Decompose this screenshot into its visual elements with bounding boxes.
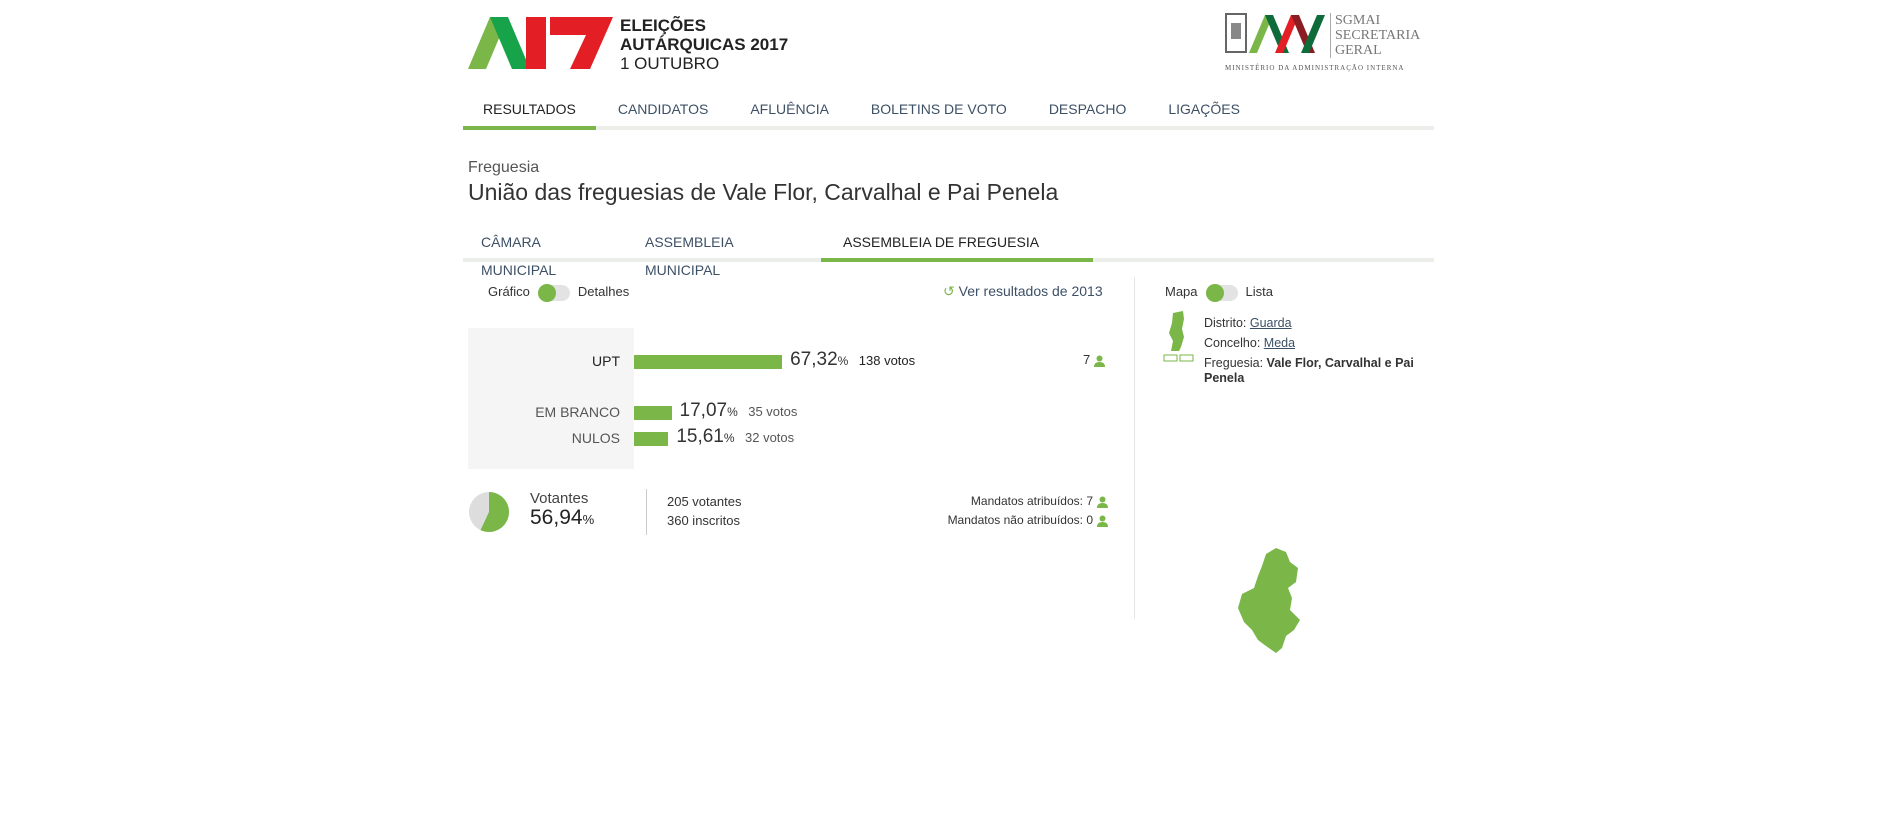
voters-count: 205 votantes (667, 494, 742, 509)
pct-symbol: % (723, 431, 735, 445)
logo-line: AUTÁRQUICAS 2017 (620, 35, 789, 54)
seats-assigned: Mandatos atribuídos: 7 (948, 492, 1108, 511)
result-pct: 67,32 (790, 349, 838, 370)
turnout-label: Votantes (530, 490, 589, 507)
party-name: EM BRANCO (535, 404, 620, 420)
party-name: UPT (592, 353, 620, 369)
party-name: NULOS (571, 430, 620, 446)
nav-ligacoes[interactable]: LIGAÇÕES (1168, 101, 1240, 117)
turnout-pie (468, 491, 510, 538)
logo-line: 1 OUTUBRO (620, 54, 720, 73)
distrito-label: Distrito: (1204, 316, 1247, 330)
person-icon (1097, 515, 1108, 527)
nav-boletins[interactable]: BOLETINS DE VOTO (870, 101, 1007, 117)
nav-resultados[interactable]: RESULTADOS (463, 94, 596, 130)
result-bar (634, 432, 669, 446)
location-info: Distrito: Guarda Concelho: Meda Freguesi… (1204, 313, 1434, 386)
logo-line: GERAL (1335, 43, 1382, 58)
result-votes: 32 votos (745, 430, 795, 445)
seats: 7 (1083, 352, 1106, 367)
seats-count: 7 (1083, 352, 1091, 367)
concelho-link[interactable]: Meda (1263, 336, 1296, 350)
seats-unassigned: Mandatos não atribuídos: 0 (948, 511, 1108, 530)
concelho-label: Concelho: (1204, 336, 1261, 350)
history-link-label: Ver resultados de 2013 (958, 283, 1103, 299)
tab-assembleia-municipal[interactable]: ASSEMBLEIA MUNICIPAL (645, 234, 733, 278)
pct-symbol: % (837, 354, 849, 368)
result-values: 15,61% 32 votos (676, 426, 794, 448)
turnout-value: 56,94 (530, 506, 583, 529)
history-icon: ↺ (943, 283, 955, 299)
toggle-label-grafico: Gráfico (488, 284, 530, 299)
toggle-label-lista: Lista (1245, 284, 1273, 299)
tab-assembleia-freguesia[interactable]: ASSEMBLEIA DE FREGUESIA (821, 228, 1093, 262)
result-pct: 15,61 (676, 426, 724, 447)
nav-afluencia[interactable]: AFLUÊNCIA (750, 101, 829, 117)
map-toggle[interactable]: Mapa Lista (1165, 283, 1273, 302)
logo-line: SGMAI (1335, 13, 1381, 28)
freguesia-map[interactable] (1236, 548, 1312, 654)
result-bar (634, 406, 672, 420)
result-values: 67,32% 138 votos (790, 349, 915, 371)
view-toggle[interactable]: Gráfico Detalhes (488, 283, 630, 302)
registered-count: 360 inscritos (667, 513, 740, 528)
pct-symbol: % (582, 512, 595, 527)
chart-label-panel (468, 328, 634, 469)
logo-line: SECRETARIA (1335, 28, 1421, 43)
person-icon (1097, 496, 1108, 508)
turnout-pct: 56,94% (530, 506, 594, 530)
result-values: 17,07% 35 votos (680, 400, 798, 422)
toggle-switch[interactable] (1205, 283, 1238, 302)
logo-caption: MINISTÉRIO DA ADMINISTRAÇÃO INTERNA (1225, 64, 1405, 72)
distrito-link[interactable]: Guarda (1249, 316, 1292, 330)
nav-candidatos[interactable]: CANDIDATOS (617, 101, 709, 117)
tab-camara[interactable]: CÂMARA MUNICIPAL (481, 234, 557, 278)
history-link[interactable]: ↺ Ver resultados de 2013 (943, 283, 1103, 300)
organ-tabs: CÂMARA MUNICIPAL ASSEMBLEIA MUNICIPAL AS… (463, 228, 1434, 278)
person-icon (1094, 355, 1106, 367)
result-pct: 17,07 (679, 400, 728, 421)
main-nav: RESULTADOS CANDIDATOS AFLUÊNCIA BOLETINS… (463, 94, 1434, 130)
page-title: União das freguesias de Vale Flor, Carva… (468, 179, 1059, 205)
result-bar (634, 355, 783, 369)
sgmai-logo: SGMAI SECRETARIA GERAL MINISTÉRIO DA ADM… (1225, 13, 1420, 72)
a17-logo (468, 17, 613, 69)
result-votes: 35 votos (748, 404, 798, 419)
portugal-map-icon (1163, 311, 1194, 362)
pct-symbol: % (727, 405, 738, 419)
toggle-label-mapa: Mapa (1165, 284, 1198, 299)
freguesia-name: Vale Flor, Carvalhal e Pai Penela (1204, 356, 1414, 385)
toggle-switch[interactable] (537, 283, 570, 302)
nav-despacho[interactable]: DESPACHO (1048, 101, 1127, 117)
column-divider (1134, 277, 1135, 619)
divider (646, 489, 647, 535)
result-votes: 138 votos (858, 353, 916, 368)
freguesia-label: Freguesia: (1204, 356, 1264, 370)
seats-unassigned-label: Mandatos não atribuídos: 0 (947, 513, 1093, 527)
election-title: ELEIÇÕES AUTÁRQUICAS 2017 1 OUTUBRO (620, 16, 788, 73)
toggle-label-detalhes: Detalhes (577, 284, 630, 299)
seats-assigned-label: Mandatos atribuídos: 7 (970, 494, 1093, 508)
level-label: Freguesia (468, 159, 540, 176)
logo-line: ELEIÇÕES (620, 16, 706, 35)
